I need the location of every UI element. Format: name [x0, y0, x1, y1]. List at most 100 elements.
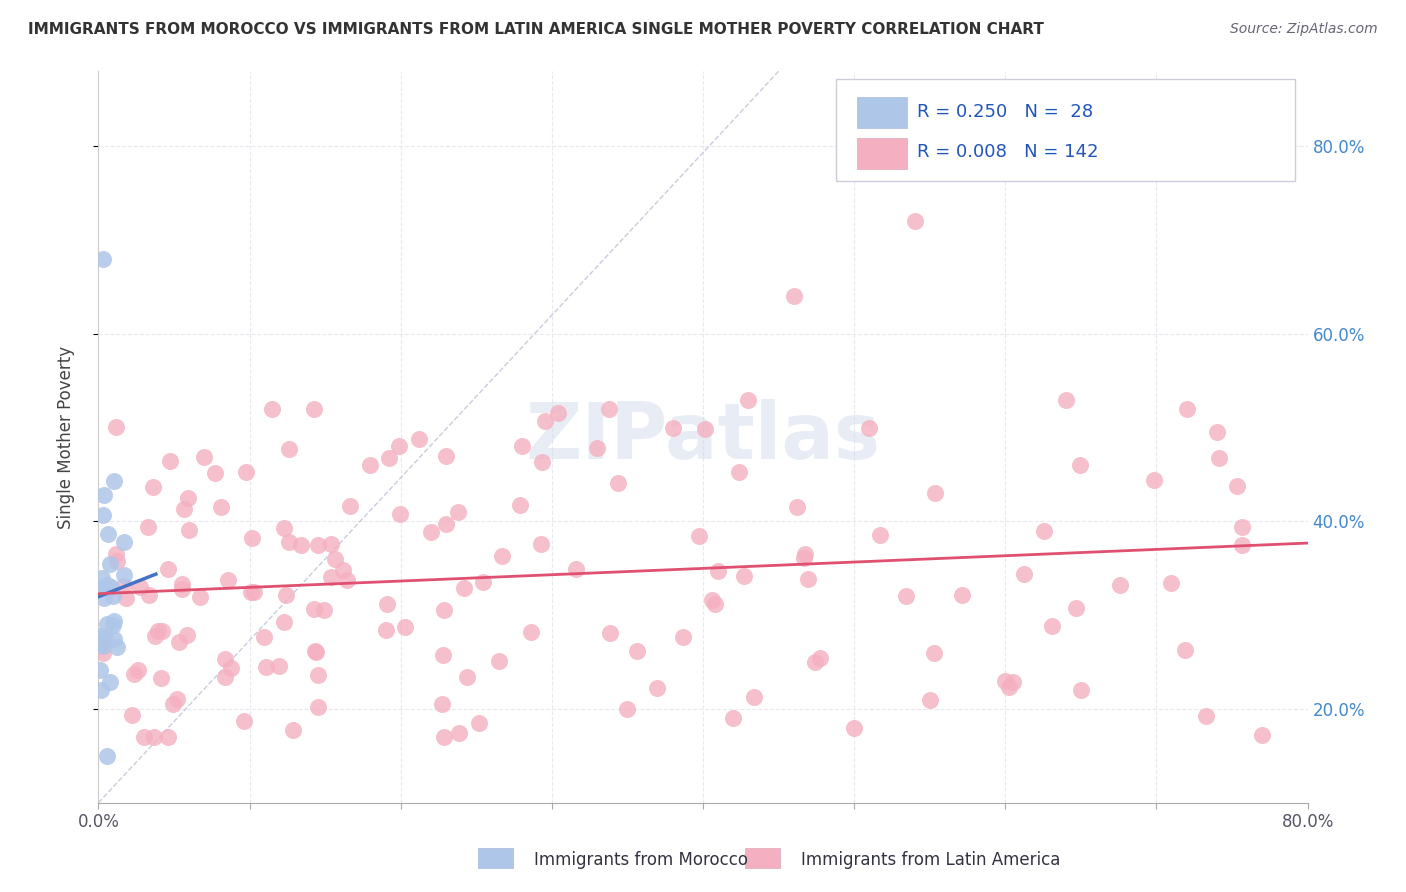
Point: [598, 401, 620, 416]
Point: [388, 439, 411, 453]
FancyBboxPatch shape: [856, 97, 907, 128]
Point: [89, 629, 111, 643]
Point: [219, 661, 242, 675]
Point: [314, 603, 336, 617]
Point: [924, 486, 946, 500]
Point: [307, 538, 329, 552]
Point: [98, 674, 121, 689]
Point: [894, 589, 917, 603]
Point: [1251, 728, 1274, 742]
Point: [193, 450, 215, 464]
Point: [319, 537, 342, 551]
Point: [1001, 675, 1024, 690]
Point: [510, 440, 533, 454]
Point: [91, 252, 114, 266]
Point: [858, 420, 880, 434]
Point: [793, 548, 815, 562]
Point: [232, 714, 254, 729]
Point: [530, 536, 553, 550]
Point: [339, 499, 361, 513]
Point: [134, 730, 156, 744]
Point: [122, 667, 145, 681]
Point: [93, 640, 115, 654]
Point: [96, 578, 118, 592]
Y-axis label: Single Mother Poverty: Single Mother Poverty: [56, 345, 75, 529]
Point: [733, 569, 755, 583]
Point: [1142, 473, 1164, 487]
Point: [167, 635, 190, 649]
Point: [159, 454, 181, 468]
Point: [217, 574, 239, 588]
Point: [214, 652, 236, 666]
Point: [388, 507, 411, 521]
Point: [290, 538, 312, 552]
Point: [98, 557, 121, 571]
Text: Source: ZipAtlas.com: Source: ZipAtlas.com: [1230, 22, 1378, 37]
Point: [176, 628, 198, 642]
Point: [148, 624, 170, 639]
Point: [688, 529, 710, 543]
Point: [1033, 524, 1056, 538]
Point: [253, 630, 276, 644]
Point: [616, 702, 638, 716]
Point: [93, 591, 115, 605]
Text: IMMIGRANTS FROM MOROCCO VS IMMIGRANTS FROM LATIN AMERICA SINGLE MOTHER POVERTY C: IMMIGRANTS FROM MOROCCO VS IMMIGRANTS FR…: [28, 22, 1045, 37]
Point: [138, 588, 160, 602]
Point: [332, 563, 354, 577]
Point: [783, 289, 806, 303]
Point: [468, 716, 491, 731]
Point: [672, 630, 695, 644]
Point: [97, 526, 120, 541]
Point: [150, 671, 173, 685]
Point: [1206, 425, 1229, 439]
Point: [695, 422, 717, 436]
Point: [1070, 683, 1092, 698]
Point: [177, 491, 200, 505]
Point: [156, 730, 179, 744]
Point: [90, 683, 112, 698]
Point: [994, 673, 1017, 688]
Point: [89, 582, 111, 596]
Point: [103, 614, 125, 628]
Point: [534, 414, 557, 428]
Point: [1160, 576, 1182, 591]
Text: Immigrants from Latin America: Immigrants from Latin America: [801, 851, 1060, 869]
Point: [260, 401, 283, 416]
Point: [105, 419, 128, 434]
Point: [453, 582, 475, 596]
Point: [844, 721, 866, 735]
Point: [645, 681, 668, 696]
Point: [626, 644, 648, 658]
Point: [1230, 520, 1253, 534]
Point: [105, 640, 128, 655]
Point: [375, 597, 398, 611]
Point: [488, 654, 510, 668]
FancyBboxPatch shape: [856, 138, 907, 169]
Point: [433, 730, 456, 744]
Point: [728, 466, 751, 480]
Point: [103, 474, 125, 488]
Point: [96, 616, 118, 631]
Point: [101, 618, 124, 632]
Point: [430, 697, 453, 711]
Point: [378, 450, 401, 465]
Point: [172, 577, 194, 591]
Point: [96, 748, 118, 763]
Point: [808, 651, 831, 665]
Point: [170, 582, 193, 597]
Point: [143, 629, 166, 643]
Point: [319, 570, 342, 584]
Point: [173, 501, 195, 516]
Point: [121, 708, 143, 723]
Point: [142, 480, 165, 494]
Text: R = 0.008   N = 142: R = 0.008 N = 142: [917, 143, 1098, 161]
Point: [94, 630, 117, 644]
Point: [520, 624, 543, 639]
Point: [307, 667, 329, 681]
Point: [804, 655, 827, 669]
Point: [1230, 538, 1253, 552]
Point: [447, 725, 470, 739]
Point: [101, 589, 124, 603]
Point: [89, 581, 111, 595]
Point: [456, 670, 478, 684]
